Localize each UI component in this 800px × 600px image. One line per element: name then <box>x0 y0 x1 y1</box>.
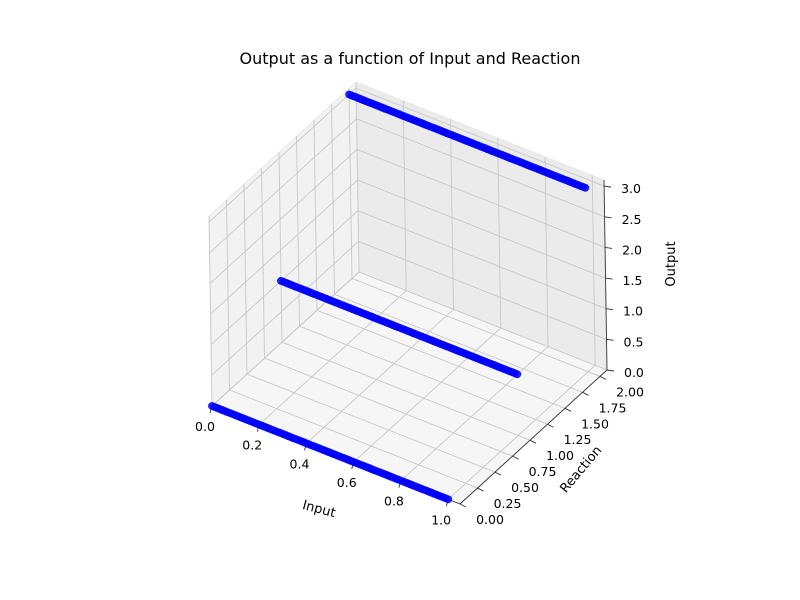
y-tick <box>477 487 484 492</box>
z-tick-label: 1.5 <box>623 273 643 288</box>
z-grid-line <box>211 240 607 376</box>
z-tick <box>605 277 613 280</box>
y-tick-label: 0.50 <box>511 480 539 495</box>
z-axis-label: Output <box>664 241 679 286</box>
y-tick <box>582 391 589 396</box>
z-grid-line <box>210 210 607 346</box>
series-line-reaction-1 <box>277 276 522 379</box>
x-tick-label: 0.8 <box>384 494 404 509</box>
z-grid-line <box>211 271 608 407</box>
series-line-reaction-0 <box>208 402 453 504</box>
z-axis-line <box>603 179 608 371</box>
x-tick-label: 0.2 <box>242 438 262 453</box>
x-axis-label: Input <box>301 498 337 521</box>
z-tick-label: 2.5 <box>622 212 642 227</box>
z-tick <box>606 369 615 372</box>
z-tick-label: 0.0 <box>624 365 644 380</box>
x-tick-label: 0.4 <box>290 456 310 471</box>
y-tick <box>529 439 537 444</box>
y-tick-label: 1.50 <box>581 416 609 431</box>
y-tick-label: 0.25 <box>494 496 522 511</box>
x-tick-label: 0.0 <box>195 419 215 434</box>
z-tick-label: 1.0 <box>623 304 643 319</box>
y-tick <box>459 503 467 508</box>
z-tick-label: 2.0 <box>622 242 642 257</box>
tick-marks: 0.00.20.40.60.81.0 0.000.250.500.751.001.… <box>195 181 644 527</box>
y-tick-label: 1.25 <box>564 432 592 447</box>
z-grid-line <box>209 118 605 254</box>
y-tick-label: 1.00 <box>546 448 574 463</box>
y-tick-label: 2.00 <box>616 384 644 399</box>
data-point <box>581 183 590 192</box>
z-tick <box>606 338 614 341</box>
z-tick <box>605 308 614 311</box>
z-grid-line <box>210 179 606 315</box>
y-tick-label: 0.00 <box>476 512 504 527</box>
x-tick-label: 1.0 <box>431 512 451 527</box>
z-tick-label: 0.5 <box>624 334 644 349</box>
z-tick <box>604 216 612 219</box>
y-tick-label: 0.75 <box>529 464 557 479</box>
z-tick <box>605 246 613 249</box>
y-tick <box>547 423 554 428</box>
y-tick <box>512 455 519 460</box>
z-tick-label: 3.0 <box>621 181 641 196</box>
x-tick-label: 0.6 <box>337 475 357 490</box>
data-point <box>513 370 522 379</box>
z-tick <box>604 185 612 188</box>
data-points <box>208 90 590 504</box>
y-tick <box>494 471 502 476</box>
y-tick <box>564 407 572 412</box>
data-point <box>444 495 453 504</box>
z-grid-line <box>209 148 606 284</box>
series-line-reaction-2 <box>345 90 590 192</box>
y-tick <box>599 375 607 380</box>
y-tick-label: 1.75 <box>599 400 627 415</box>
chart-title: Output as a function of Input and Reacti… <box>240 49 581 68</box>
z-grid-line <box>208 87 605 223</box>
